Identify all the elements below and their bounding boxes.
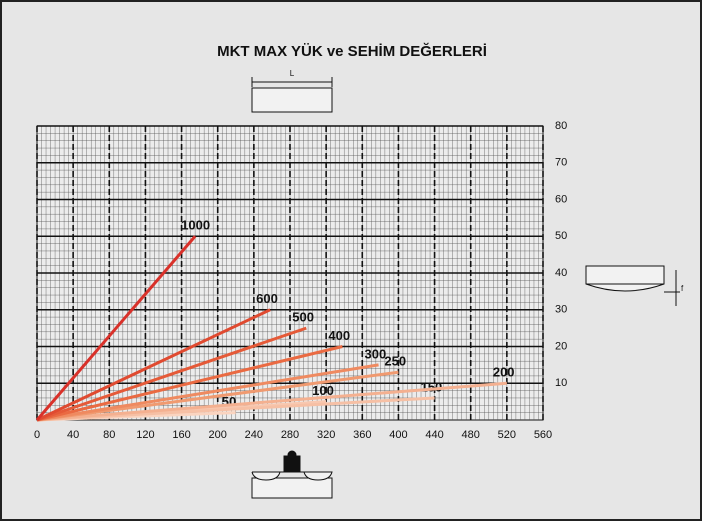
x-tick-label: 320 — [317, 429, 335, 441]
y-tick-label: 70 — [555, 157, 567, 169]
x-tick-label: 400 — [389, 429, 407, 441]
series-label: 400 — [328, 328, 350, 343]
series-label: 200 — [493, 365, 515, 380]
load-icon — [251, 450, 333, 499]
x-tick-label: 200 — [209, 429, 227, 441]
y-tick-label: 50 — [555, 230, 567, 242]
y-tick-label: 40 — [555, 267, 567, 279]
series-label: 100 — [312, 383, 334, 398]
x-tick-label: 480 — [462, 429, 480, 441]
x-tick-label: 520 — [498, 429, 516, 441]
x-tick-label: 360 — [353, 429, 371, 441]
series-line — [36, 345, 343, 422]
series-line — [36, 308, 271, 422]
beam-label: L — [290, 69, 295, 78]
x-tick-label: 560 — [534, 429, 552, 441]
series-line — [36, 326, 307, 422]
series-line — [36, 396, 435, 422]
x-tick-label: 280 — [281, 429, 299, 441]
y-tick-label: 30 — [555, 304, 567, 316]
series-label: 300 — [365, 346, 387, 361]
series-label: 150 — [421, 379, 443, 394]
y-tick-label: 10 — [555, 377, 567, 389]
beam-icon — [251, 77, 333, 113]
x-tick-label: 80 — [103, 429, 115, 441]
series-line — [35, 235, 197, 421]
y-tick-label: 60 — [555, 193, 567, 205]
x-tick-label: 160 — [172, 429, 190, 441]
x-tick-label: 240 — [245, 429, 263, 441]
x-tick-label: 40 — [67, 429, 79, 441]
series-label: 500 — [292, 310, 314, 325]
x-tick-label: 0 — [34, 429, 40, 441]
series-label: 250 — [384, 354, 406, 369]
deflection-label: f — [681, 284, 684, 293]
series-label: 600 — [256, 291, 278, 306]
y-tick-label: 80 — [555, 120, 567, 132]
series-label: 1000 — [181, 218, 210, 233]
series-line — [36, 370, 399, 422]
series-line — [36, 363, 379, 422]
y-tick-label: 20 — [555, 340, 567, 352]
x-tick-label: 120 — [136, 429, 154, 441]
deflection-icon — [585, 265, 680, 306]
series-line — [36, 381, 507, 422]
chart-title: MKT MAX YÜK ve SEHİM DEĞERLERİ — [217, 42, 487, 60]
x-tick-label: 440 — [425, 429, 443, 441]
